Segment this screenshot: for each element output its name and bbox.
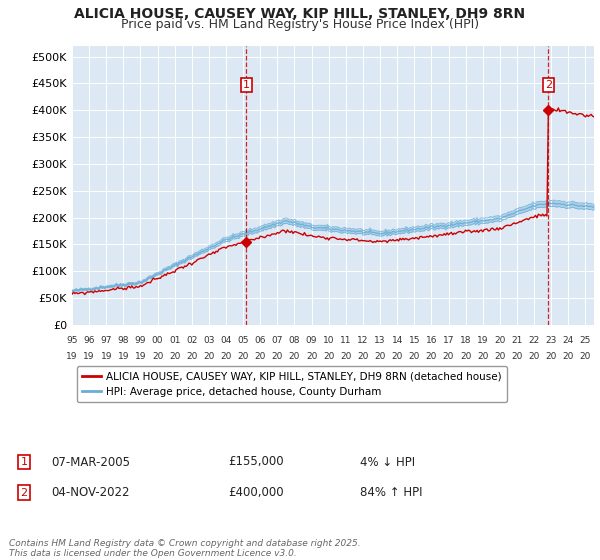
Text: 04-NOV-2022: 04-NOV-2022 (51, 486, 130, 500)
Text: 20: 20 (203, 352, 215, 361)
Text: 98: 98 (118, 336, 129, 345)
Legend: ALICIA HOUSE, CAUSEY WAY, KIP HILL, STANLEY, DH9 8RN (detached house), HPI: Aver: ALICIA HOUSE, CAUSEY WAY, KIP HILL, STAN… (77, 366, 507, 402)
Text: Price paid vs. HM Land Registry's House Price Index (HPI): Price paid vs. HM Land Registry's House … (121, 18, 479, 31)
Text: 20: 20 (357, 352, 368, 361)
Text: 22: 22 (529, 336, 540, 345)
Text: 20: 20 (529, 352, 540, 361)
Text: 20: 20 (186, 352, 197, 361)
Text: 19: 19 (477, 336, 488, 345)
Text: 01: 01 (169, 336, 181, 345)
Text: 20: 20 (152, 352, 163, 361)
Text: 20: 20 (169, 352, 181, 361)
Text: 95: 95 (66, 336, 78, 345)
Text: 17: 17 (443, 336, 454, 345)
Text: 10: 10 (323, 336, 334, 345)
Text: 15: 15 (409, 336, 420, 345)
Text: 07-MAR-2005: 07-MAR-2005 (51, 455, 130, 469)
Text: £400,000: £400,000 (228, 486, 284, 500)
Text: 20: 20 (391, 352, 403, 361)
Text: 04: 04 (220, 336, 232, 345)
Text: 20: 20 (545, 352, 557, 361)
Text: £155,000: £155,000 (228, 455, 284, 469)
Text: 14: 14 (391, 336, 403, 345)
Text: 97: 97 (100, 336, 112, 345)
Text: 11: 11 (340, 336, 352, 345)
Text: 20: 20 (460, 352, 472, 361)
Text: 13: 13 (374, 336, 386, 345)
Text: 19: 19 (100, 352, 112, 361)
Text: 20: 20 (580, 352, 591, 361)
Text: 19: 19 (135, 352, 146, 361)
Text: 20: 20 (340, 352, 352, 361)
Text: 20: 20 (272, 352, 283, 361)
Text: 96: 96 (83, 336, 95, 345)
Text: 02: 02 (186, 336, 197, 345)
Text: ALICIA HOUSE, CAUSEY WAY, KIP HILL, STANLEY, DH9 8RN: ALICIA HOUSE, CAUSEY WAY, KIP HILL, STAN… (74, 7, 526, 21)
Text: 2: 2 (545, 80, 552, 90)
Text: 84% ↑ HPI: 84% ↑ HPI (360, 486, 422, 500)
Text: 20: 20 (443, 352, 454, 361)
Text: 18: 18 (460, 336, 472, 345)
Text: 19: 19 (66, 352, 78, 361)
Text: 20: 20 (563, 352, 574, 361)
Text: 08: 08 (289, 336, 300, 345)
Text: 00: 00 (152, 336, 163, 345)
Text: 20: 20 (494, 352, 506, 361)
Text: 03: 03 (203, 336, 215, 345)
Text: 20: 20 (511, 352, 523, 361)
Text: 20: 20 (494, 336, 506, 345)
Text: 2: 2 (20, 488, 28, 498)
Text: 20: 20 (254, 352, 266, 361)
Text: 20: 20 (289, 352, 300, 361)
Text: 20: 20 (374, 352, 386, 361)
Text: 99: 99 (135, 336, 146, 345)
Text: 16: 16 (425, 336, 437, 345)
Text: 20: 20 (477, 352, 488, 361)
Text: 4% ↓ HPI: 4% ↓ HPI (360, 455, 415, 469)
Text: 20: 20 (409, 352, 420, 361)
Text: 1: 1 (243, 80, 250, 90)
Text: 21: 21 (511, 336, 523, 345)
Text: 20: 20 (323, 352, 334, 361)
Text: 20: 20 (426, 352, 437, 361)
Text: 09: 09 (306, 336, 317, 345)
Text: 20: 20 (238, 352, 249, 361)
Text: 06: 06 (254, 336, 266, 345)
Text: 05: 05 (238, 336, 249, 345)
Text: 19: 19 (118, 352, 129, 361)
Text: 25: 25 (580, 336, 591, 345)
Text: Contains HM Land Registry data © Crown copyright and database right 2025.
This d: Contains HM Land Registry data © Crown c… (9, 539, 361, 558)
Text: 19: 19 (83, 352, 95, 361)
Text: 24: 24 (563, 336, 574, 345)
Text: 20: 20 (306, 352, 317, 361)
Text: 1: 1 (20, 457, 28, 467)
Text: 20: 20 (220, 352, 232, 361)
Text: 07: 07 (272, 336, 283, 345)
Text: 23: 23 (545, 336, 557, 345)
Text: 12: 12 (357, 336, 368, 345)
